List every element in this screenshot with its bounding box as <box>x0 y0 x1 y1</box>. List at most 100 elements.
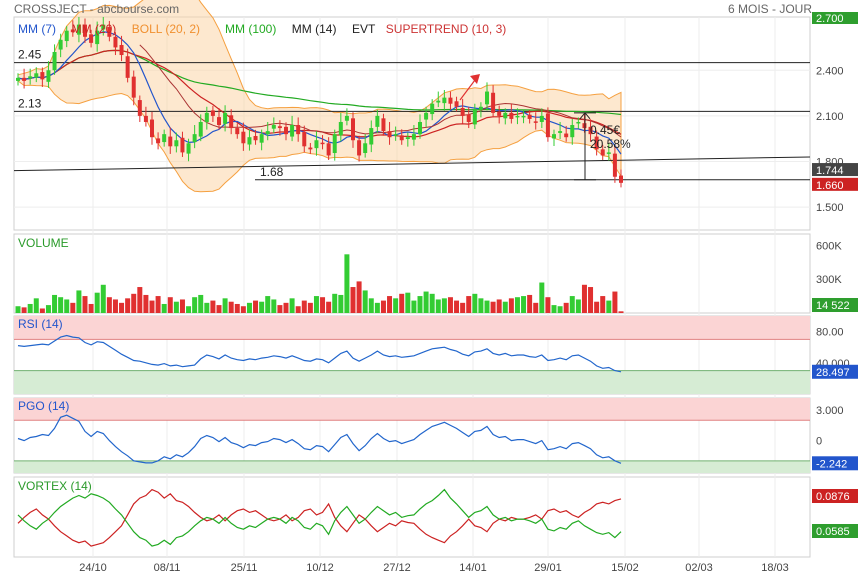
candle <box>533 121 538 123</box>
pgo-y-tick: 3.000 <box>816 405 844 417</box>
vortex-title: VORTEX (14) <box>18 479 92 493</box>
volume-bar <box>149 300 155 313</box>
volume-bar <box>234 303 240 313</box>
candle <box>588 126 593 135</box>
volume-bar <box>70 302 76 313</box>
candle <box>552 134 556 139</box>
candle <box>34 73 39 78</box>
vortex-negative-label: 0.0585 <box>816 526 850 538</box>
volume-bar <box>575 299 581 313</box>
price-y-tick: 2.100 <box>816 111 844 123</box>
volume-bar <box>454 300 460 313</box>
vortex-positive-label: 0.0876 <box>816 491 850 503</box>
price-y-tick: 2.400 <box>816 65 844 77</box>
level-label: 1.68 <box>260 165 284 179</box>
pgo-upper-zone <box>14 398 810 421</box>
candle <box>143 115 148 122</box>
volume-bar <box>460 302 466 313</box>
pgo-y-tick: 0 <box>816 436 822 448</box>
volume-bar <box>393 298 399 313</box>
volume-bar <box>533 302 539 313</box>
legend-item: BOLL (20, 2) <box>132 22 200 36</box>
volume-bar <box>350 287 356 313</box>
x-tick-label: 10/12 <box>306 562 334 574</box>
candle <box>472 109 477 125</box>
volume-bar <box>119 302 125 313</box>
candle <box>418 121 422 135</box>
candle <box>131 76 136 98</box>
legend-item: SUPERTREND (10, 3) <box>386 22 506 36</box>
pgo-title: PGO (14) <box>18 399 69 413</box>
volume-bar <box>271 299 277 313</box>
volume-bar <box>88 303 94 313</box>
legend-item: MM (14) <box>292 22 337 36</box>
pgo-line <box>17 414 622 464</box>
volume-bar <box>125 298 131 313</box>
candle <box>375 115 380 127</box>
volume-bar <box>137 287 143 313</box>
candle <box>363 143 368 154</box>
volume-bar <box>387 296 393 313</box>
volume-bar <box>527 294 533 313</box>
candle <box>539 115 544 122</box>
volume-bar <box>143 294 149 313</box>
volume-bar <box>600 296 606 313</box>
volume-bar <box>606 300 612 313</box>
volume-bar <box>490 301 496 313</box>
volume-bar <box>265 296 271 313</box>
volume-bar <box>289 298 295 313</box>
volume-bar <box>368 298 374 313</box>
volume-bar <box>417 296 423 313</box>
candle <box>162 134 167 143</box>
volume-bar <box>76 290 82 313</box>
volume-bar <box>332 293 338 313</box>
volume-bar <box>112 299 118 313</box>
price-frame <box>13 16 811 231</box>
vortex-positive-badge <box>812 489 858 503</box>
chart-title: CROSSJECT - abcbourse.com <box>14 2 179 16</box>
candle <box>217 117 221 126</box>
measure-arrow <box>579 112 591 120</box>
volume-bar <box>131 293 137 313</box>
volume-bar <box>161 303 167 313</box>
candle <box>125 56 130 78</box>
candle <box>70 29 75 33</box>
candle <box>28 76 33 79</box>
candle <box>612 153 617 177</box>
candle <box>466 114 471 122</box>
ref-price-badge <box>812 163 858 177</box>
candle <box>204 112 209 122</box>
candle <box>271 125 276 129</box>
volume-bar <box>21 307 27 313</box>
candle <box>284 126 288 135</box>
level-label: 2.13 <box>18 96 42 110</box>
volume-bar <box>588 287 594 313</box>
volume-bar <box>216 305 222 313</box>
volume-bar <box>64 299 70 313</box>
candle <box>76 24 81 35</box>
rsi-line <box>17 334 622 373</box>
candle <box>497 111 502 116</box>
rsi-panel: RSI (14) <box>14 316 810 394</box>
period-label[interactable]: 6 MOIS - JOUR <box>728 2 812 16</box>
pgo-panel: PGO (14) <box>14 398 810 473</box>
candle <box>223 112 228 124</box>
volume-bar <box>612 291 618 313</box>
candle <box>265 131 270 135</box>
volume-bar <box>594 301 600 313</box>
candle <box>491 92 496 113</box>
candle <box>460 107 465 116</box>
candle <box>314 140 319 149</box>
volume-bar <box>277 305 283 313</box>
volume-bar <box>344 254 350 313</box>
candle <box>198 121 203 137</box>
candle <box>332 134 337 154</box>
volume-bar <box>356 281 362 313</box>
candle <box>137 100 142 116</box>
volume-y-tick: 600K <box>816 240 842 252</box>
candle <box>83 24 87 37</box>
volume-bar <box>259 301 265 313</box>
x-tick-label: 24/10 <box>79 562 107 574</box>
candle <box>619 175 623 183</box>
